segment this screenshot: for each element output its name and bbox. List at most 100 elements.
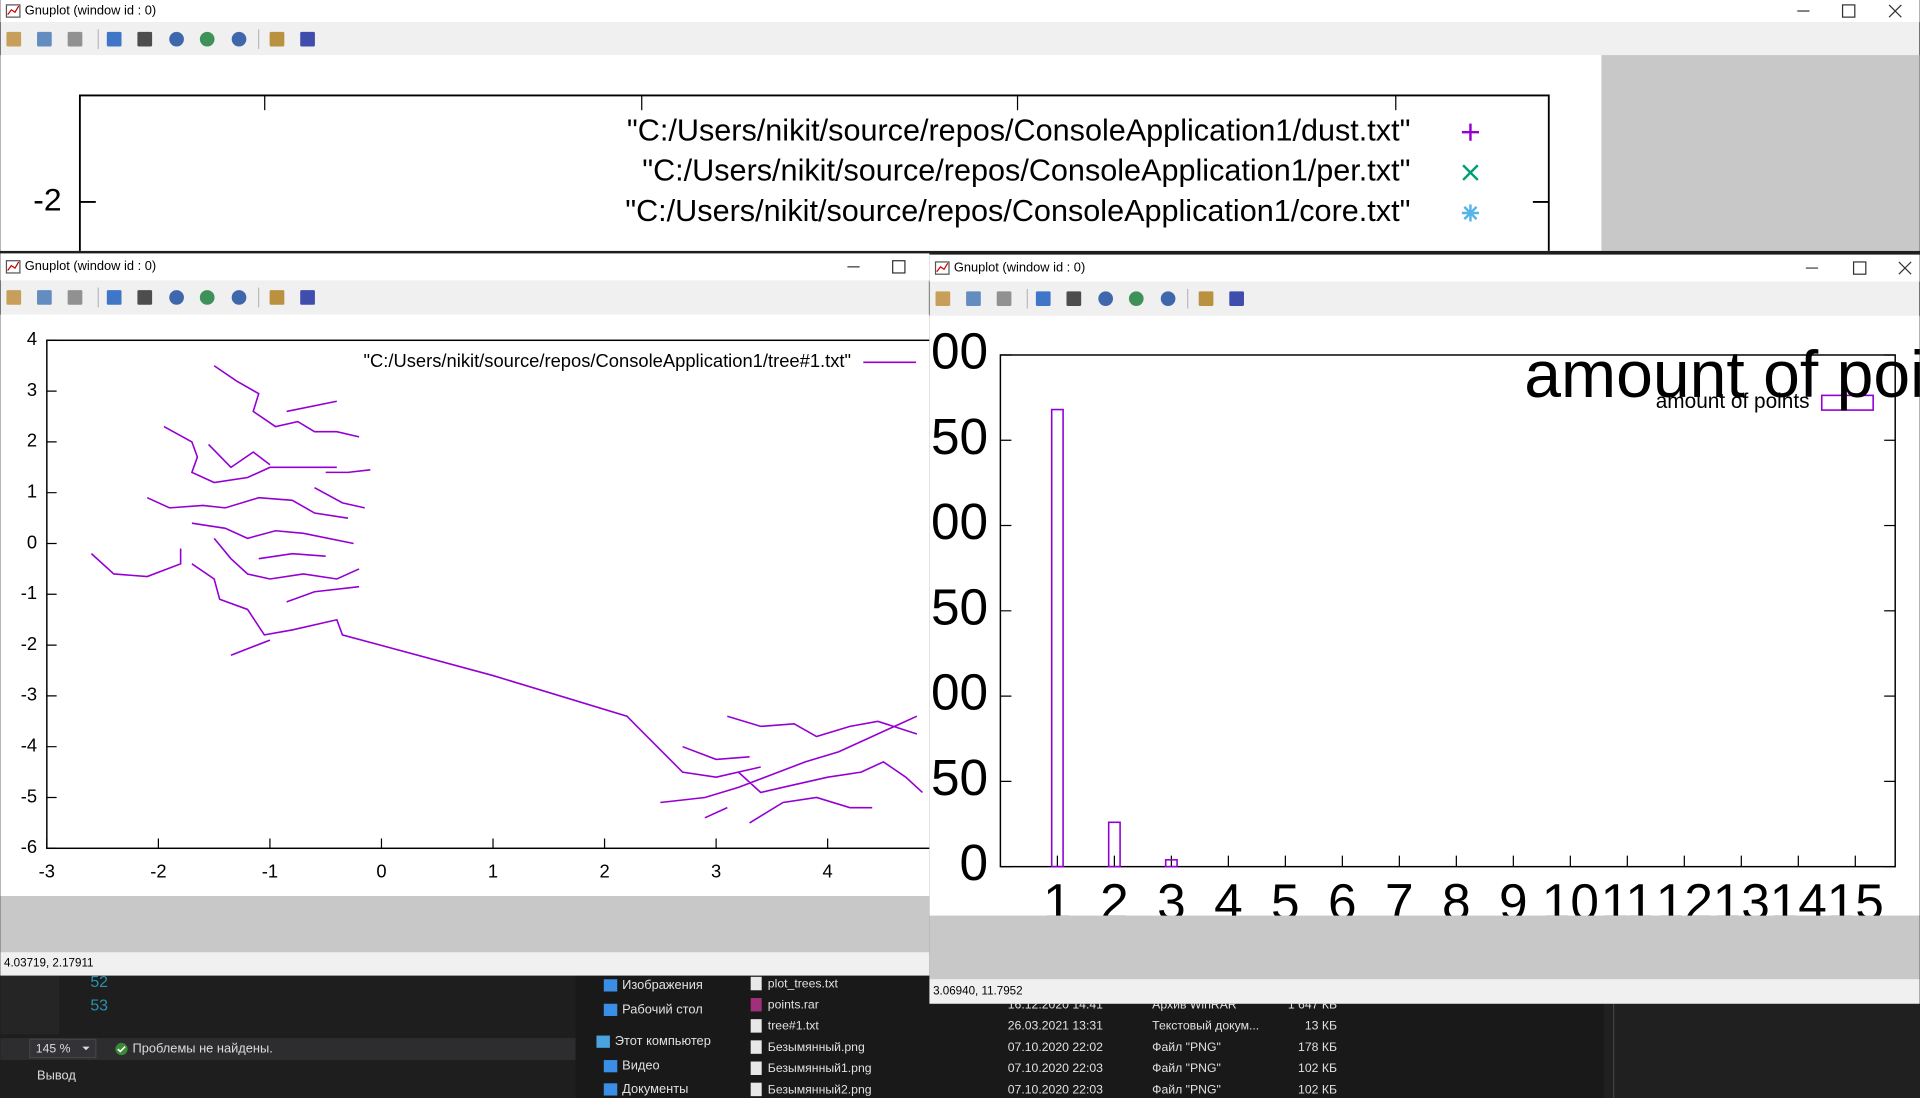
title-bar xyxy=(929,254,1920,282)
maximize-button[interactable] xyxy=(892,260,906,274)
toolbar-button[interactable] xyxy=(231,290,247,305)
toolbar-button[interactable] xyxy=(996,291,1012,307)
close-button[interactable] xyxy=(1888,4,1902,18)
toolbar-button[interactable] xyxy=(300,31,315,47)
file-icon xyxy=(750,1061,762,1075)
zoom: 145 % xyxy=(36,1041,71,1055)
output-panel: Вывод xyxy=(37,1067,76,1082)
toolbar-button[interactable] xyxy=(106,290,122,305)
y-tick-label: 0 xyxy=(27,531,37,552)
nav-item[interactable]: Изображения xyxy=(622,977,703,992)
gray-area xyxy=(1601,55,1920,251)
y-tick-label: 2 xyxy=(27,430,37,451)
gray-area xyxy=(929,915,1920,980)
toolbar-button[interactable] xyxy=(1198,291,1214,307)
y-tick-label: -4 xyxy=(21,735,37,756)
file-cell[interactable]: Безымянный1.png xyxy=(768,1061,872,1075)
file-cell[interactable]: plot_trees.txt xyxy=(768,976,839,990)
toolbar-button[interactable] xyxy=(106,31,122,47)
y-tick-label: -6 xyxy=(21,836,37,857)
file-icon xyxy=(750,1040,762,1054)
toolbar-button[interactable] xyxy=(6,31,22,47)
status-text: 3.06940, 11.7952 xyxy=(933,985,1023,998)
nav-item[interactable]: Видео xyxy=(622,1058,660,1073)
ok-icon xyxy=(115,1042,128,1056)
tree-line xyxy=(90,365,923,824)
toolbar-button[interactable] xyxy=(1128,291,1144,307)
file-cell: 178 КБ xyxy=(1298,1040,1337,1054)
x-tick-label: 2 xyxy=(599,861,609,882)
toolbar-button[interactable] xyxy=(1066,291,1082,307)
toolbar-button[interactable] xyxy=(169,290,184,305)
toolbar-button[interactable] xyxy=(67,31,83,47)
y-tick-label: 3 xyxy=(27,379,37,400)
toolbar-button[interactable] xyxy=(199,290,215,305)
title-bar xyxy=(0,0,1920,23)
y-tick-label: 100 xyxy=(902,663,988,721)
legend-marker xyxy=(1461,204,1480,222)
toolbar-button[interactable] xyxy=(1160,291,1176,307)
toolbar-button[interactable] xyxy=(137,31,153,47)
nav-item[interactable]: Рабочий стол xyxy=(622,1001,703,1016)
problems-status: Проблемы не найдены. xyxy=(133,1040,273,1055)
toolbar-button[interactable] xyxy=(169,31,184,47)
toolbar-button[interactable] xyxy=(231,31,247,47)
y-tick-label: 0 xyxy=(960,833,989,891)
legend-marker xyxy=(1461,123,1480,141)
toolbar-button[interactable] xyxy=(966,291,981,307)
toolbar-button[interactable] xyxy=(269,31,285,47)
toolbar-button[interactable] xyxy=(1035,291,1051,307)
plot-area xyxy=(929,315,1920,916)
y-tick-label: -1 xyxy=(21,582,37,603)
file-cell: 13 КБ xyxy=(1305,1019,1337,1033)
file-icon xyxy=(750,1019,762,1033)
status-bar xyxy=(0,952,930,976)
nav-item[interactable]: Документы xyxy=(622,1081,688,1096)
toolbar-button[interactable] xyxy=(1098,291,1114,307)
toolbar-button[interactable] xyxy=(935,291,951,307)
app-icon-plot xyxy=(7,261,20,271)
zoom-box[interactable] xyxy=(29,1038,97,1059)
toolbar-button[interactable] xyxy=(6,290,22,305)
file-cell: Файл "PNG" xyxy=(1152,1082,1221,1096)
file-cell: 102 КБ xyxy=(1298,1061,1337,1075)
y-tick-label: 200 xyxy=(902,492,988,550)
legend-label: "C:/Users/nikit/source/repos/ConsoleAppl… xyxy=(625,194,1410,228)
file-cell: Файл "PNG" xyxy=(1152,1040,1221,1054)
nav-icon xyxy=(603,1003,618,1016)
file-cell[interactable]: Безымянный2.png xyxy=(768,1082,872,1096)
toolbar-button[interactable] xyxy=(37,31,52,47)
toolbar-button[interactable] xyxy=(300,290,315,305)
window: Gnuplot (window id : 0) 4.03719, 2.17911 -… xyxy=(0,253,930,976)
title-bar xyxy=(0,253,930,281)
window-title: Gnuplot (window id : 0) xyxy=(25,258,156,273)
maximize-button[interactable] xyxy=(1852,261,1867,275)
toolbar-button[interactable] xyxy=(137,290,153,305)
file-cell: 07.10.2020 22:03 xyxy=(1008,1082,1103,1096)
x-tick-label: -3 xyxy=(39,861,55,882)
legend-label: amount of points xyxy=(1656,390,1810,413)
window: Gnuplot (window id : 0) -2 "C:/Users/nikit… xyxy=(0,0,1920,251)
file-icon xyxy=(750,1082,762,1097)
status-bar xyxy=(929,979,1920,1004)
toolbar-button[interactable] xyxy=(67,290,83,305)
file-cell[interactable]: points.rar xyxy=(768,998,819,1012)
legend-label: "C:/Users/nikit/source/repos/ConsoleAppl… xyxy=(627,113,1411,147)
nav-item[interactable]: Этот компьютер xyxy=(615,1033,711,1048)
toolbar-button[interactable] xyxy=(1229,291,1244,307)
close-button[interactable] xyxy=(1898,261,1912,275)
editor-gutter xyxy=(0,975,60,1035)
toolbar-button[interactable] xyxy=(269,290,285,305)
file-cell[interactable]: Безымянный.png xyxy=(768,1040,865,1054)
y-tick-label: -3 xyxy=(21,684,37,705)
toolbar-button[interactable] xyxy=(199,31,215,47)
x-tick-label: 4 xyxy=(823,861,833,882)
file-cell[interactable]: tree#1.txt xyxy=(768,1019,820,1033)
file-cell: 26.03.2021 13:31 xyxy=(1008,1019,1103,1033)
x-tick-label: 0 xyxy=(376,861,386,882)
line-number: 52 xyxy=(90,974,108,991)
toolbar-button[interactable] xyxy=(37,290,52,305)
window-title: Gnuplot (window id : 0) xyxy=(954,259,1085,274)
maximize-button[interactable] xyxy=(1841,4,1856,18)
